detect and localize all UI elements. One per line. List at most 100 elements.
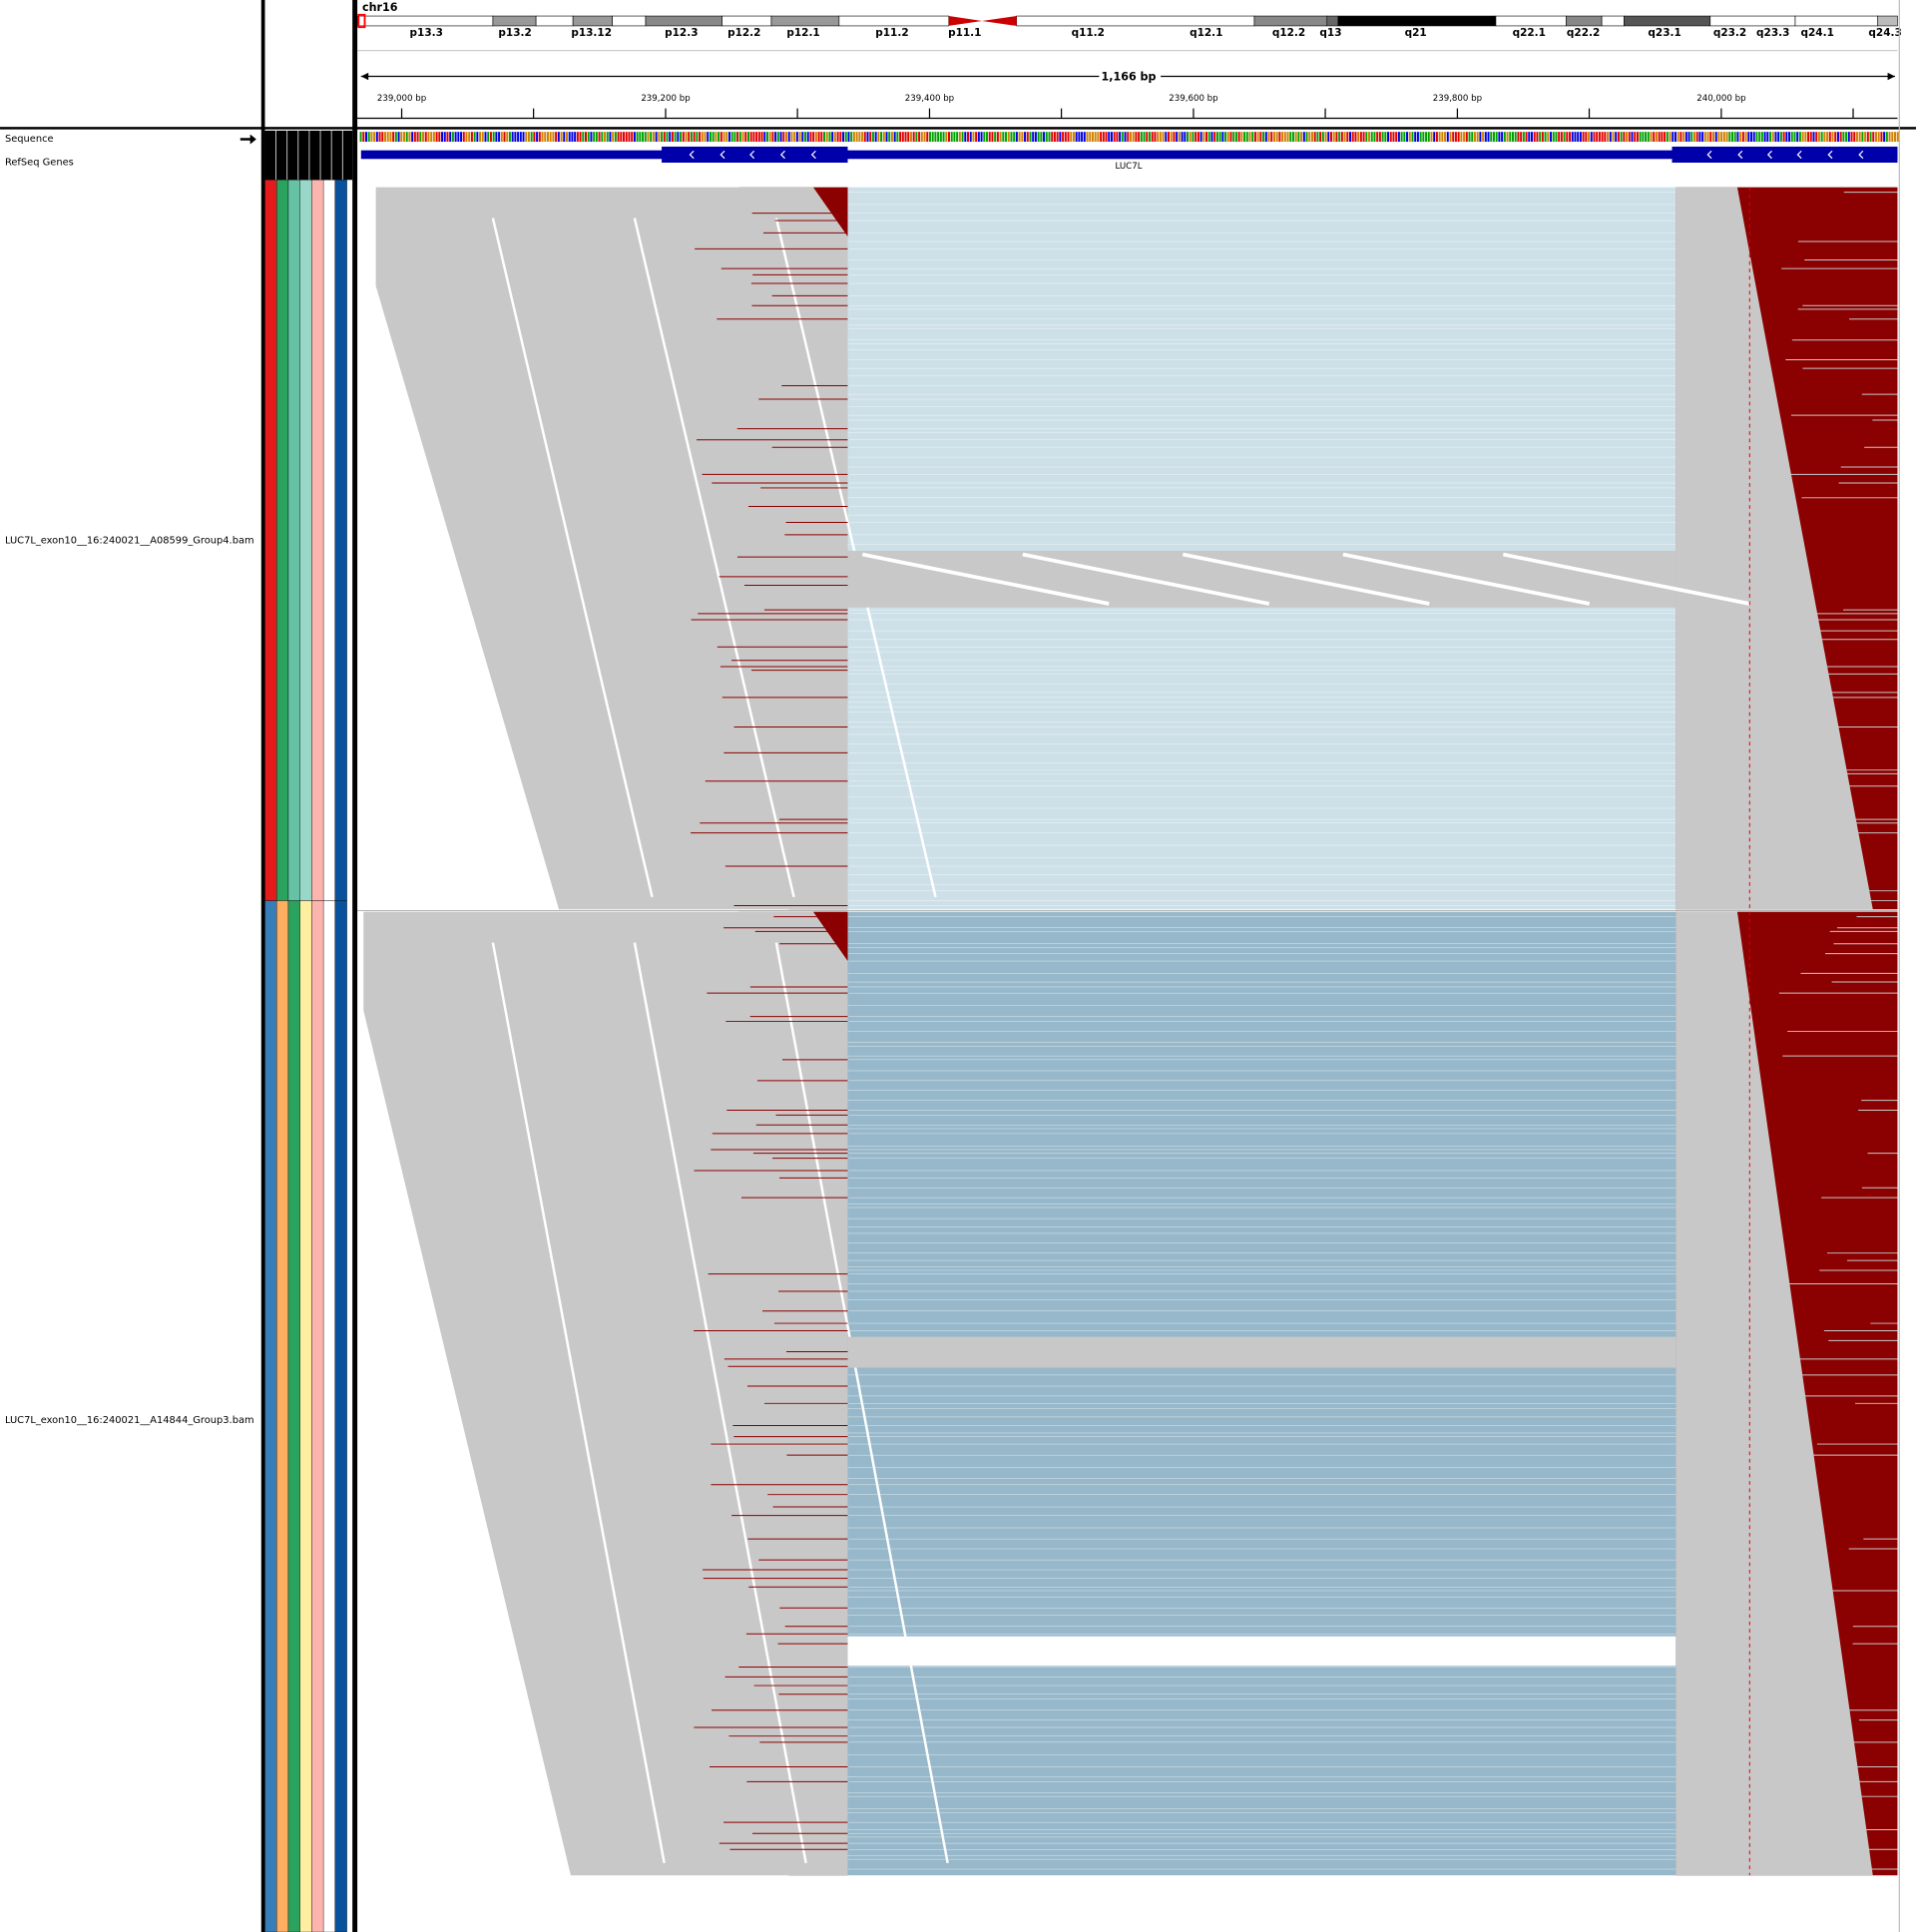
- chromosome-name[interactable]: chr16: [362, 1, 398, 14]
- base: [988, 132, 991, 142]
- base: [1005, 132, 1008, 142]
- base: [1370, 132, 1373, 142]
- base: [1492, 132, 1495, 142]
- panel-divider: [352, 0, 358, 1932]
- base: [991, 132, 994, 142]
- base: [1056, 132, 1059, 142]
- base: [1259, 132, 1262, 142]
- base: [601, 132, 604, 142]
- exon[interactable]: [1672, 146, 1898, 163]
- base: [1861, 132, 1864, 142]
- base: [1192, 132, 1195, 142]
- base: [1002, 132, 1005, 142]
- base: [1270, 132, 1273, 142]
- base: [806, 132, 809, 142]
- base: [631, 132, 634, 142]
- base: [825, 132, 828, 142]
- base: [1224, 132, 1227, 142]
- base: [1631, 132, 1634, 142]
- chevron: [1737, 150, 1743, 160]
- track-name[interactable]: LUC7L_exon10__16:240021__A14844_Group3.b…: [5, 1415, 254, 1426]
- base: [1159, 132, 1162, 142]
- base: [663, 132, 666, 142]
- gap-diagonal: [1502, 552, 1750, 606]
- panel-divider: [260, 0, 265, 1932]
- track-name[interactable]: LUC7L_exon10__16:240021__A08599_Group4.b…: [5, 536, 254, 547]
- base: [1406, 132, 1409, 142]
- base: [1864, 132, 1867, 142]
- base: [1438, 132, 1441, 142]
- base: [419, 132, 422, 142]
- base: [719, 132, 722, 142]
- gap-diagonal: [1182, 552, 1430, 606]
- base: [1642, 132, 1645, 142]
- base: [1168, 132, 1170, 142]
- base: [1720, 132, 1723, 142]
- reads-right: [1676, 187, 1873, 910]
- base: [1750, 132, 1753, 142]
- base: [839, 132, 842, 142]
- base: [1335, 132, 1338, 142]
- base: [1760, 132, 1763, 142]
- base: [384, 132, 386, 142]
- base: [1338, 132, 1341, 142]
- base: [785, 132, 787, 142]
- base: [1308, 132, 1311, 142]
- base: [473, 132, 476, 142]
- cyto-band: [721, 15, 772, 27]
- base: [503, 132, 506, 142]
- track-name[interactable]: Sequence: [5, 134, 54, 145]
- strand-arrow[interactable]: [240, 134, 256, 145]
- base: [1658, 132, 1661, 142]
- base: [923, 132, 926, 142]
- base: [1569, 132, 1572, 142]
- gap-diagonal: [491, 218, 654, 898]
- base: [877, 132, 880, 142]
- band-label: p11.1: [948, 27, 981, 39]
- base: [715, 132, 718, 142]
- base: [1051, 132, 1054, 142]
- base: [1162, 132, 1165, 142]
- gene-label[interactable]: LUC7L: [1115, 162, 1142, 172]
- base: [1359, 132, 1362, 142]
- base: [817, 132, 820, 142]
- base: [674, 132, 677, 142]
- base: [736, 132, 739, 142]
- base: [1620, 132, 1623, 142]
- base: [1747, 132, 1750, 142]
- base: [975, 132, 978, 142]
- base: [468, 132, 471, 142]
- base: [617, 132, 620, 142]
- track-name[interactable]: RefSeq Genes: [5, 157, 74, 168]
- base: [1045, 132, 1048, 142]
- base: [609, 132, 612, 142]
- base: [1189, 132, 1192, 142]
- base: [722, 132, 725, 142]
- base: [1812, 132, 1815, 142]
- base: [508, 132, 511, 142]
- base: [1300, 132, 1303, 142]
- base: [1286, 132, 1289, 142]
- base: [1357, 132, 1360, 142]
- base: [1449, 132, 1452, 142]
- base: [967, 132, 969, 142]
- base: [956, 132, 959, 142]
- base: [790, 132, 793, 142]
- base: [1703, 132, 1706, 142]
- attr-cell: [322, 180, 336, 901]
- base: [858, 132, 861, 142]
- base: [1896, 132, 1899, 142]
- gene-line[interactable]: [360, 150, 1898, 160]
- base: [590, 132, 593, 142]
- base: [386, 132, 389, 142]
- gap-diagonal: [633, 942, 807, 1864]
- exon[interactable]: [662, 146, 848, 163]
- base: [1798, 132, 1801, 142]
- base: [958, 132, 961, 142]
- base: [798, 132, 801, 142]
- base: [693, 132, 696, 142]
- base: [633, 132, 636, 142]
- base: [495, 132, 498, 142]
- cyto-band: [535, 15, 574, 27]
- base: [1588, 132, 1591, 142]
